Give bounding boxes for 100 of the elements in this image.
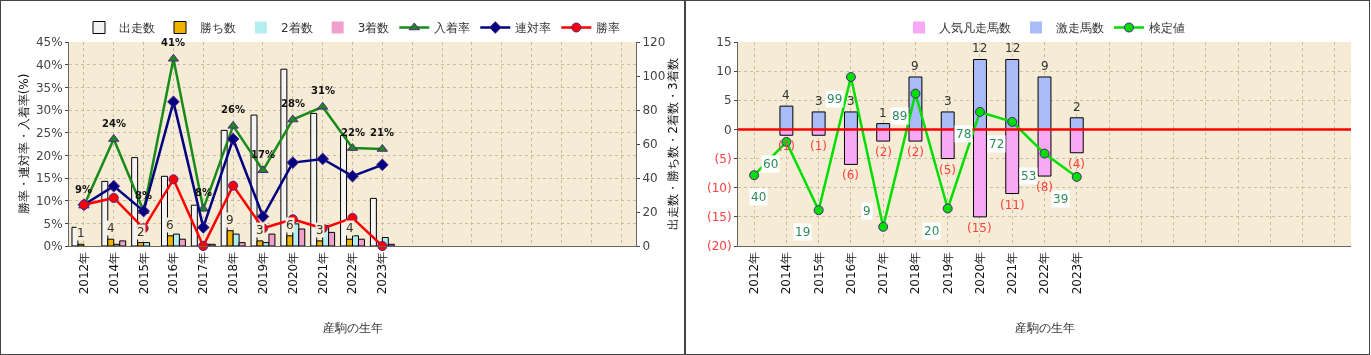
data-label: 12 — [972, 41, 988, 55]
x-tick-label: 2023年 — [375, 251, 390, 295]
legend-label: 勝ち数 — [200, 21, 236, 36]
data-label: 39 — [1053, 192, 1069, 206]
data-label: (11) — [1000, 198, 1025, 212]
legend-label: 入着率 — [434, 21, 471, 36]
data-label: 40 — [751, 190, 767, 204]
x-tick-label: 2019年 — [940, 251, 955, 295]
y-tick-label: 5 — [723, 93, 732, 108]
y-tick-label: 10% — [35, 193, 63, 208]
x-tick-label: 2016年 — [843, 251, 858, 295]
legend-label: 人気凡走馬数 — [939, 21, 1011, 36]
data-label: 2 — [1073, 100, 1081, 114]
x-axis-title: 産駒の生年 — [322, 321, 383, 336]
data-label: (2) — [907, 145, 924, 159]
data-label: 20 — [924, 224, 940, 238]
data-label: 19 — [795, 225, 811, 239]
y-tick-label: 5% — [43, 216, 63, 231]
data-label: 9 — [863, 204, 871, 218]
data-label: 72 — [989, 137, 1005, 151]
x-tick-label: 2017年 — [876, 251, 891, 295]
y-tick-label: 10 — [716, 64, 732, 79]
y-tick-label: 30% — [35, 103, 63, 118]
x-tick-label: 2012年 — [747, 251, 762, 295]
legend-label: 激走馬数 — [1056, 21, 1104, 36]
y-tick-label: 45% — [35, 35, 63, 50]
data-label: 4 — [346, 221, 354, 235]
x-tick-label: 2022年 — [1037, 251, 1052, 295]
data-label: 99 — [827, 92, 843, 106]
data-label: (1) — [810, 139, 827, 153]
legend-label: 2着数 — [281, 21, 313, 36]
x-tick-label: 2017年 — [196, 251, 211, 295]
data-label: (5) — [939, 163, 956, 177]
data-label: (2) — [875, 145, 892, 159]
x-tick-label: 2018年 — [908, 251, 923, 295]
y-tick-label: 0% — [43, 239, 63, 254]
x-tick-label: 2015年 — [811, 251, 826, 295]
x-tick-label: 2023年 — [1069, 251, 1084, 295]
data-label: 31% — [311, 85, 335, 96]
x-tick-label: 2012年 — [76, 251, 91, 295]
x-tick-label: 2020年 — [285, 251, 300, 295]
data-label: 9 — [911, 59, 919, 73]
y-tick-label: 40% — [35, 57, 63, 72]
data-label: 3 — [316, 223, 324, 237]
data-label: 9 — [226, 213, 234, 227]
y-axis-title: 勝率・連対率・入着率(%) — [17, 73, 32, 215]
y-tick-label: (5) — [714, 151, 732, 166]
x-tick-label: 2014年 — [106, 251, 121, 295]
data-label: (8) — [1036, 180, 1053, 194]
y-tick-label: (20) — [706, 239, 732, 254]
y-tick-label: (10) — [706, 180, 732, 195]
y-tick-label: 20% — [35, 148, 63, 163]
y-tick-label: 15% — [35, 171, 63, 186]
data-label: 78 — [956, 127, 972, 141]
y-tick-label: 25% — [35, 125, 63, 140]
x-tick-label: 2014年 — [779, 251, 794, 295]
data-label: 1 — [879, 106, 887, 120]
data-label: (15) — [967, 221, 992, 235]
y-tick-label: 15 — [716, 35, 732, 50]
legend-label: 連対率 — [515, 21, 552, 36]
data-label: 89 — [892, 109, 908, 123]
data-label: 3 — [256, 223, 264, 237]
data-label: 6 — [166, 218, 174, 232]
data-label: 3 — [944, 94, 952, 108]
legend-label: 3着数 — [357, 21, 390, 36]
data-label: 9 — [1041, 59, 1049, 73]
x-tick-label: 2021年 — [1005, 251, 1020, 295]
legend-label: 出走数 — [119, 21, 155, 36]
y2-tick-label: 120 — [642, 35, 666, 50]
x-tick-label: 2018年 — [226, 251, 241, 295]
data-label: 24% — [102, 118, 126, 129]
data-label: 1 — [77, 226, 85, 240]
y-tick-label: (15) — [706, 210, 732, 225]
data-label: 41% — [161, 37, 185, 48]
data-label: 26% — [221, 104, 245, 115]
data-label: 60 — [763, 157, 779, 171]
x-tick-label: 2019年 — [255, 251, 270, 295]
y2-tick-label: 60 — [642, 137, 658, 152]
data-label: 12 — [1005, 41, 1021, 55]
data-label: 22% — [341, 127, 365, 138]
data-label: 21% — [370, 127, 394, 138]
y2-tick-label: 100 — [642, 69, 666, 84]
data-label: (1) — [778, 139, 795, 153]
legend-label: 検定値 — [1149, 21, 1185, 36]
y2-tick-label: 80 — [642, 103, 658, 118]
y2-tick-label: 40 — [642, 171, 658, 186]
data-label: (6) — [842, 168, 859, 182]
x-axis-title: 産駒の生年 — [1014, 321, 1075, 336]
data-label: (4) — [1068, 157, 1085, 171]
x-tick-label: 2021年 — [315, 251, 330, 295]
x-tick-label: 2016年 — [166, 251, 181, 295]
data-label: 3 — [815, 94, 823, 108]
x-tick-label: 2015年 — [136, 251, 151, 295]
data-label: 6 — [286, 218, 294, 232]
legend-label: 勝率 — [596, 21, 621, 36]
data-label: 4 — [782, 88, 790, 102]
data-label: 2 — [137, 225, 145, 239]
y2-axis-title: 出走数・勝ち数・2着数・3着数 — [666, 58, 681, 230]
y-tick-label: 35% — [35, 80, 63, 95]
y-tick-label: 0 — [723, 122, 732, 137]
